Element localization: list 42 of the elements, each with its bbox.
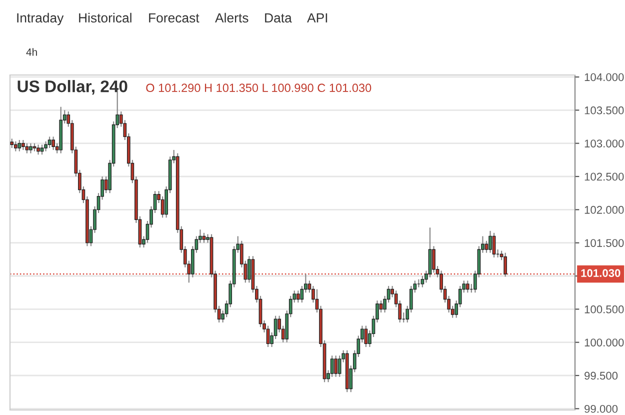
candlestick [338, 355, 342, 378]
candlestick [14, 140, 18, 152]
y-tick-label: 99.000 [584, 404, 618, 413]
text: Forecast [149, 13, 200, 23]
text: Historical [79, 12, 132, 23]
candlestick [36, 144, 40, 156]
candlestick [504, 252, 507, 278]
candlestick [466, 280, 470, 294]
text: O 101.290 H 101.350 L 100.990 C 101.030 [146, 84, 372, 92]
text: Data [265, 13, 292, 23]
y-tick-label: 102.000 [584, 206, 624, 214]
candlestick [29, 142, 32, 154]
text: Intraday [17, 12, 64, 26]
y-tick-label: 101.500 [584, 239, 624, 247]
candlestick [48, 136, 52, 149]
candlestick [10, 138, 14, 149]
candlestick [432, 246, 436, 274]
ref-line-label: 101.030 [581, 269, 620, 278]
y-tick-label: 103.500 [584, 106, 624, 114]
y-tick-label: 103.000 [584, 140, 624, 148]
chart-title: US Dollar, 240 [18, 80, 128, 95]
y-tick-label: 102.500 [584, 172, 624, 181]
text: Alerts [215, 12, 248, 23]
candlestick [202, 232, 206, 244]
candlestick [18, 139, 22, 152]
candlestick [40, 144, 44, 156]
candlestick [296, 290, 300, 304]
candlestick [334, 355, 338, 378]
y-tick-label: 100.500 [584, 305, 624, 314]
y-tick-label: 104.000 [584, 73, 624, 82]
candlestick [484, 240, 488, 254]
text: 4h [26, 48, 37, 56]
candlestick [52, 136, 55, 151]
candlestick [364, 325, 368, 348]
candlestick [492, 232, 496, 258]
candlestick [488, 230, 492, 254]
text: API [307, 13, 328, 22]
candlestick [44, 140, 48, 152]
candlestick [25, 142, 29, 154]
y-tick-label: 99.500 [584, 372, 618, 380]
y-tick-label: 100.000 [584, 338, 624, 346]
candlestick [22, 139, 25, 151]
